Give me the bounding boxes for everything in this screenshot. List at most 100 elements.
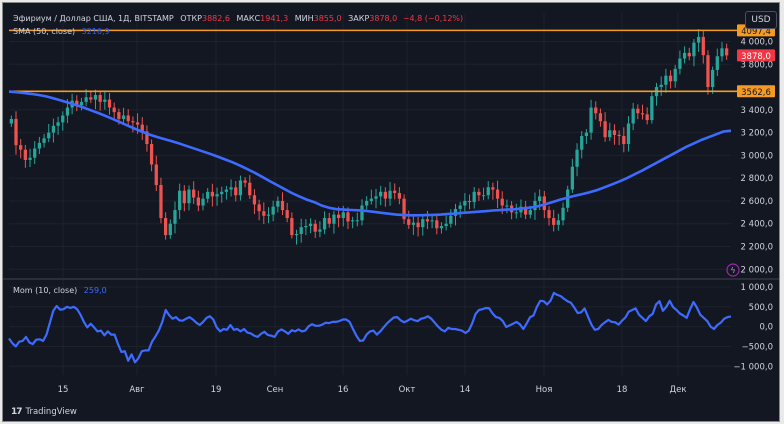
level-price-tag-text: 4097,4 — [741, 27, 771, 37]
candle-body — [327, 218, 331, 224]
price-tick-label: 3 000,0 — [741, 151, 773, 161]
candle-body — [664, 75, 668, 85]
candle-body — [192, 189, 196, 198]
candle-body — [463, 200, 467, 206]
candle-body — [145, 131, 149, 144]
high-label: МАКС — [236, 14, 261, 23]
close-value: 3878,0 — [369, 14, 398, 23]
candle-body — [706, 55, 710, 88]
level-price-tag-text: 3562,6 — [741, 88, 771, 98]
candle-body — [528, 210, 532, 215]
tradingview-label: TradingView — [25, 407, 77, 417]
time-tick-label: Дек — [669, 385, 686, 395]
open-value: 3882,6 — [201, 14, 230, 23]
price-chart[interactable]: 4 000,0 3 800,0 3 400,0 3 200,0 3 000,0 2 800… — [3, 3, 779, 421]
candle-body — [523, 206, 528, 215]
candle-body — [388, 190, 392, 199]
candle-body — [505, 205, 509, 207]
candle-body — [725, 48, 729, 56]
sma-legend-label: SMA (50, close) — [13, 27, 76, 36]
candle-body — [65, 107, 70, 116]
low-label: МИН — [294, 14, 314, 23]
candle-body — [9, 118, 13, 124]
candle-body — [472, 191, 476, 203]
candle-body — [294, 233, 299, 236]
candle-body — [42, 138, 46, 143]
candle-body — [224, 189, 229, 192]
candle-body — [449, 215, 453, 224]
candle-body — [336, 214, 341, 219]
price-tick-label: 2 800,0 — [741, 174, 773, 184]
candle-body — [416, 222, 420, 228]
momentum-line — [8, 291, 732, 364]
price-tick-label: 3 200,0 — [741, 129, 773, 139]
candle-body — [411, 222, 416, 225]
momentum-tick-label: 0,0 — [759, 323, 773, 333]
candle-body — [673, 68, 677, 82]
candle-body — [584, 132, 589, 137]
candle-body — [435, 220, 439, 229]
time-tick-label: 19 — [211, 385, 222, 395]
candle-body — [711, 69, 715, 88]
candle-body — [56, 122, 60, 126]
candle-body — [308, 223, 313, 227]
candle-body — [430, 220, 434, 222]
candle-body — [696, 36, 701, 43]
candle-body — [154, 164, 158, 186]
candle-body — [304, 226, 308, 228]
candle-body — [687, 52, 691, 57]
candle-body — [589, 107, 593, 133]
candle-body — [210, 191, 215, 197]
candle-body — [365, 200, 369, 206]
candle-body — [346, 212, 350, 222]
price-tick-label: 3 800,0 — [741, 60, 773, 70]
candle-body — [383, 191, 387, 199]
sma-legend-row: SMA (50, close) 3216,9 — [13, 25, 463, 38]
candle-body — [402, 198, 406, 220]
candle-body — [580, 136, 584, 150]
candle-body — [374, 196, 378, 199]
candle-body — [290, 218, 294, 236]
price-tick-label: 4 000,0 — [741, 37, 773, 47]
time-tick-label: 18 — [617, 385, 628, 395]
candle-body — [617, 134, 621, 137]
momentum-tick-label: 500,0 — [749, 303, 773, 313]
candle-body — [608, 130, 612, 138]
candle-body — [351, 220, 355, 222]
time-tick-label: 15 — [58, 385, 69, 395]
candle-body — [121, 115, 126, 119]
symbol-title: Эфириум / Доллар США, 1Д, BITSTAMP — [13, 14, 174, 23]
candle-body — [220, 191, 224, 195]
candle-body — [271, 206, 275, 215]
candle-body — [439, 226, 444, 229]
candle-body — [407, 219, 411, 225]
candle-body — [491, 187, 495, 190]
sma-line — [8, 90, 732, 217]
candle-body — [393, 190, 397, 193]
candle-body — [575, 149, 579, 167]
lightning-icon[interactable] — [726, 263, 740, 277]
tradingview-logo[interactable]: 17 TradingView — [11, 407, 77, 417]
candle-body — [262, 211, 266, 216]
candle-body — [131, 121, 135, 123]
candle-body — [514, 212, 518, 214]
price-tick-label: 2 400,0 — [741, 220, 773, 230]
candle-body — [682, 52, 687, 59]
candle-body — [135, 122, 140, 125]
candle-body — [229, 187, 233, 190]
currency-button[interactable]: USD — [745, 11, 777, 29]
candle-body — [14, 118, 18, 146]
candle-body — [266, 214, 271, 216]
candle-body — [117, 112, 121, 119]
candle-body — [182, 190, 186, 204]
candle-body — [299, 227, 303, 234]
candle-body — [285, 210, 289, 219]
candle-body — [458, 205, 462, 209]
candle-body — [196, 197, 200, 206]
candle-body — [103, 99, 107, 102]
candle-body — [636, 108, 640, 114]
candle-body — [720, 48, 724, 57]
candle-body — [369, 198, 373, 201]
candle-body — [322, 218, 327, 230]
